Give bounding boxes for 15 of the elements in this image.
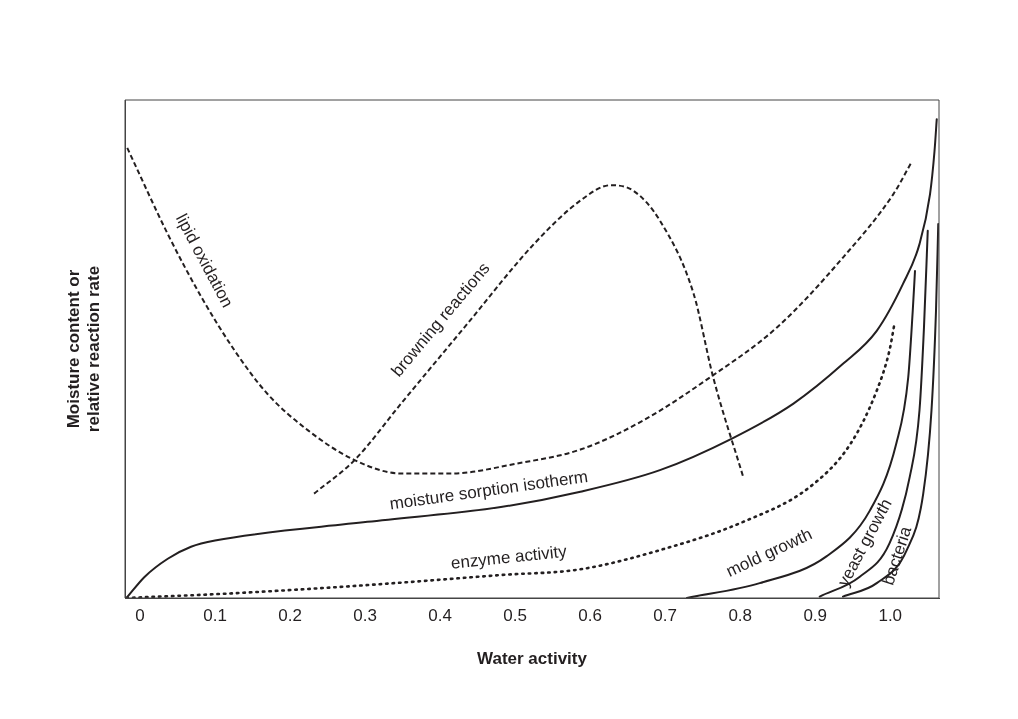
- x-tick-label: 0: [135, 605, 145, 625]
- x-tick-label: 0.8: [728, 605, 753, 625]
- x-tick-label: 1.0: [878, 605, 903, 625]
- text: enzyme activity: [450, 541, 569, 573]
- x-tick-label: 0.4: [428, 605, 452, 625]
- x-tick-label: 0.7: [653, 605, 677, 625]
- x-tick-label: 0.9: [803, 605, 828, 625]
- text: moisture sorption isotherm: [388, 466, 590, 514]
- x-axis-title: Water activity: [477, 649, 588, 669]
- x-tick-label: 0.3: [353, 605, 377, 625]
- y-axis-title: Moisture content or relative reaction rate: [63, 265, 104, 433]
- x-tick-label: 0.5: [503, 605, 527, 625]
- x-tick-label: 0.6: [578, 605, 602, 625]
- x-tick-label: 0.2: [278, 605, 302, 625]
- x-tick-label: 0.1: [203, 605, 227, 625]
